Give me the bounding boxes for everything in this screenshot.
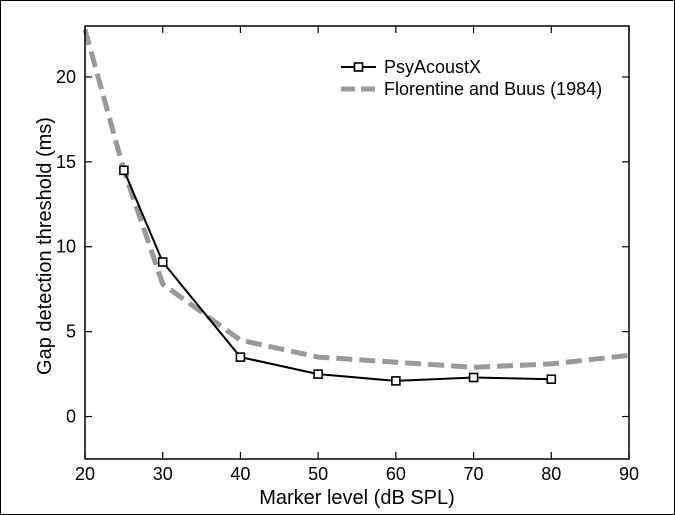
- axes-layer: 20 30 40 50 60 70 80 90 0 5 10 15 20: [56, 25, 639, 484]
- x-tick-label-90: 90: [619, 464, 639, 484]
- series-layer: [82, 28, 630, 386]
- data-point-psyacoustx-60: [391, 376, 401, 386]
- y-tick-label-10: 10: [56, 237, 76, 257]
- legend-label-psyacoustx: PsyAcoustX: [384, 57, 481, 77]
- data-point-psyacoustx-50: [313, 369, 323, 379]
- x-tick-label-60: 60: [386, 464, 406, 484]
- y-tick-label-5: 5: [66, 322, 76, 342]
- data-point-psyacoustx-40: [235, 352, 246, 362]
- x-tick-label-70: 70: [464, 464, 484, 484]
- data-point-psyacoustx-70: [468, 372, 479, 383]
- series-line-florentine-and-buus-1984: [82, 28, 630, 370]
- plot-area-border: [84, 25, 630, 460]
- x-tick-label-40: 40: [230, 464, 250, 484]
- x-axis-label: Marker level (dB SPL): [259, 487, 455, 509]
- legend: PsyAcoustX Florentine and Buus (1984): [341, 57, 602, 99]
- y-tick-label-15: 15: [56, 152, 76, 172]
- data-point-psyacoustx-25: [119, 165, 129, 176]
- data-point-psyacoustx-80: [546, 374, 557, 385]
- y-tick-label-20: 20: [56, 67, 76, 87]
- series-line-psyacoustx: [122, 169, 552, 382]
- data-point-psyacoustx-30: [157, 257, 168, 267]
- legend-label-florentine: Florentine and Buus (1984): [384, 79, 602, 99]
- y-axis-label: Gap detection threshold (ms): [34, 117, 56, 375]
- legend-marker-psyacoustx: [353, 62, 364, 72]
- x-tick-label-50: 50: [308, 464, 328, 484]
- x-tick-label-20: 20: [75, 464, 95, 484]
- x-tick-label-30: 30: [153, 464, 173, 484]
- x-tick-label-80: 80: [541, 464, 561, 484]
- y-tick-label-0: 0: [66, 407, 76, 427]
